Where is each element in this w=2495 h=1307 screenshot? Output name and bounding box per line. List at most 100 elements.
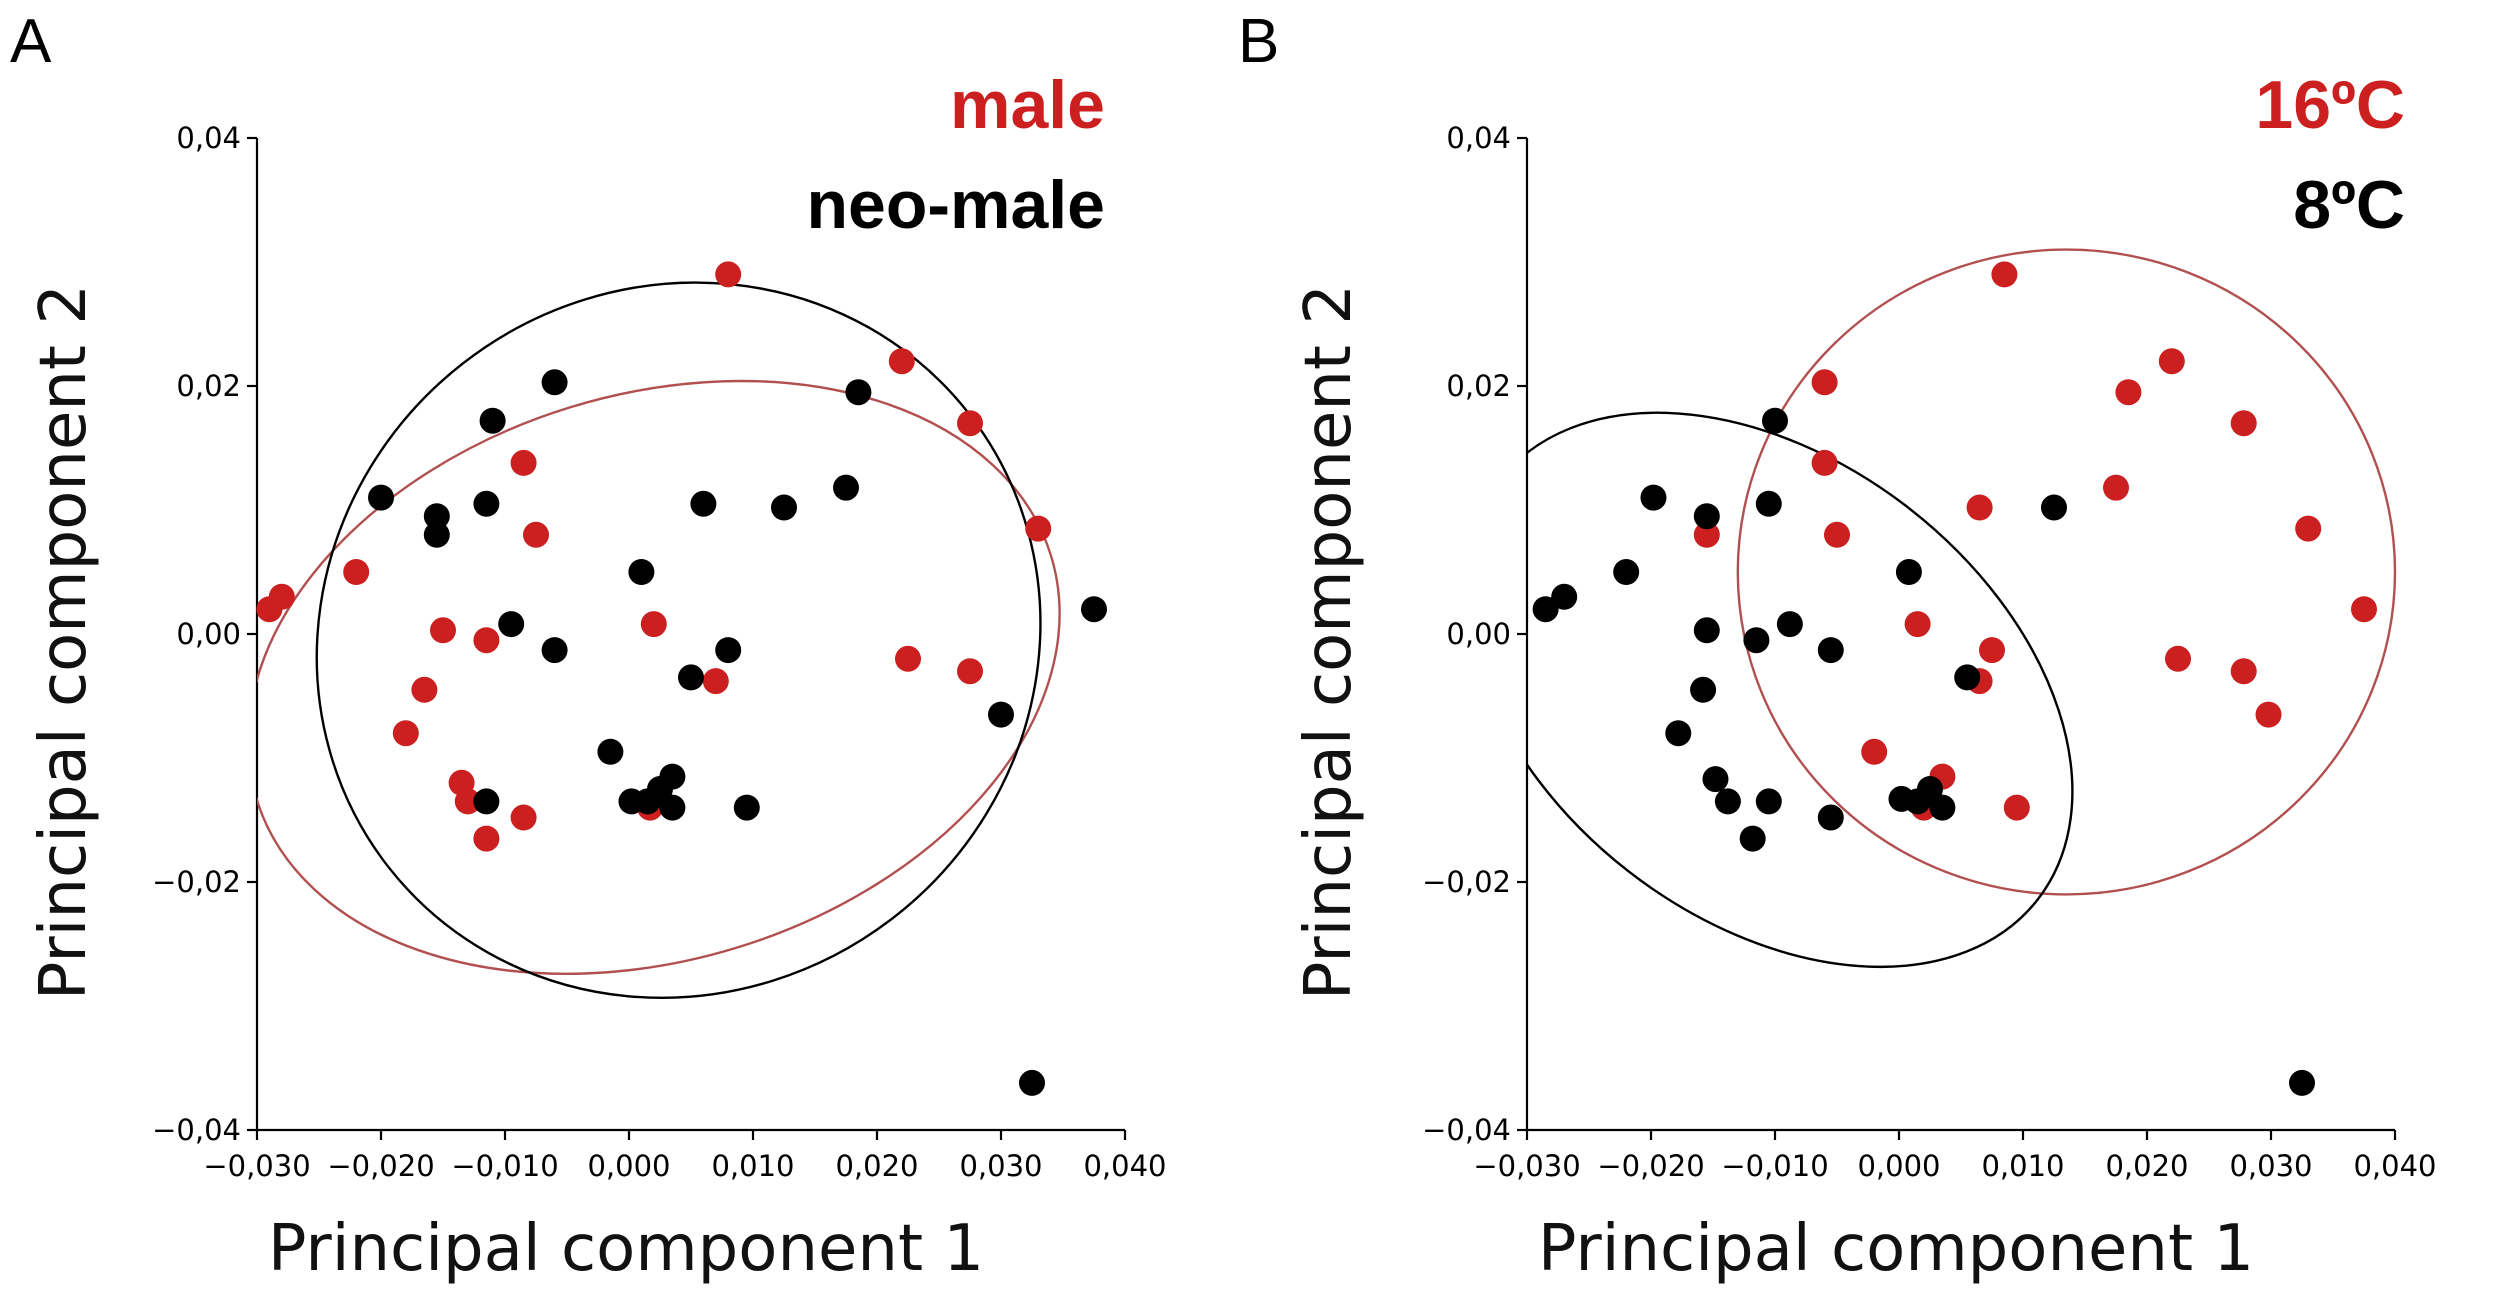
x-tick-label: 0,010 bbox=[1981, 1149, 2064, 1183]
data-point-8c bbox=[1693, 617, 1720, 644]
data-point-male bbox=[454, 788, 481, 815]
data-point-8c bbox=[1755, 490, 1782, 517]
data-point-male bbox=[430, 617, 456, 644]
x-tick-label: −0,010 bbox=[451, 1149, 558, 1183]
data-point-16c bbox=[1811, 449, 1838, 476]
ellipse-group bbox=[257, 281, 1061, 999]
data-point-neo-male bbox=[771, 494, 797, 521]
x-tick-label: −0,030 bbox=[203, 1149, 310, 1183]
data-point-16c bbox=[1693, 521, 1720, 548]
data-point-16c bbox=[2003, 794, 2030, 821]
data-point-16c bbox=[2158, 348, 2185, 375]
data-point-neo-male bbox=[423, 521, 450, 548]
data-point-16c bbox=[1991, 261, 2018, 288]
data-point-8c bbox=[1776, 611, 1803, 638]
data-point-8c bbox=[1702, 766, 1729, 793]
data-point-8c bbox=[2289, 1069, 2315, 1096]
data-point-neo-male bbox=[479, 407, 506, 434]
y-axis-title: Principal component 2 bbox=[1292, 284, 1366, 1000]
data-point-male bbox=[895, 645, 921, 672]
data-point-16c bbox=[2165, 645, 2191, 672]
data-point-male bbox=[268, 583, 295, 610]
x-tick-label: −0,020 bbox=[327, 1149, 434, 1183]
x-tick-label: 0,020 bbox=[835, 1149, 918, 1183]
data-point-neo-male bbox=[473, 490, 500, 517]
data-point-8c bbox=[1739, 825, 1766, 852]
data-point-16c bbox=[1824, 521, 1850, 548]
data-point-neo-male bbox=[678, 664, 704, 691]
x-axis-title: Principal component 1 bbox=[1538, 1212, 2254, 1286]
data-point-8c bbox=[1755, 788, 1782, 815]
data-point-8c bbox=[1743, 627, 1770, 654]
series-male bbox=[256, 261, 1052, 852]
data-point-neo-male bbox=[628, 559, 655, 585]
data-point-neo-male bbox=[541, 369, 568, 396]
x-tick-label: 0,040 bbox=[2353, 1149, 2436, 1183]
y-tick-label: −0,04 bbox=[152, 1113, 241, 1147]
data-point-8c bbox=[1693, 503, 1720, 530]
data-point-16c bbox=[1861, 738, 1888, 765]
x-tick-label: −0,030 bbox=[1473, 1149, 1580, 1183]
x-tick-label: 0,030 bbox=[959, 1149, 1042, 1183]
confidence-ellipse-8c bbox=[1527, 411, 2074, 969]
data-point-neo-male bbox=[988, 701, 1014, 728]
y-tick-label: −0,02 bbox=[1422, 865, 1511, 899]
data-point-male bbox=[640, 611, 667, 638]
data-point-neo-male bbox=[473, 788, 500, 815]
x-tick-label: 0,010 bbox=[711, 1149, 794, 1183]
data-point-8c bbox=[1762, 407, 1788, 434]
data-point-neo-male bbox=[423, 503, 450, 530]
data-point-8c bbox=[2041, 494, 2067, 521]
x-tick-label: −0,020 bbox=[1597, 1149, 1704, 1183]
panel-letter-a: A bbox=[10, 7, 52, 76]
x-tick-label: 0,020 bbox=[2105, 1149, 2188, 1183]
panel-a: A male neo-male Principal component 1 Pr… bbox=[10, 7, 1167, 1286]
data-point-16c bbox=[2230, 658, 2257, 685]
series-16c bbox=[1693, 261, 2377, 821]
data-point-male bbox=[510, 449, 537, 476]
confidence-ellipse-16c bbox=[1736, 248, 2397, 896]
data-point-16c bbox=[1966, 494, 1993, 521]
x-axis-title: Principal component 1 bbox=[268, 1212, 984, 1286]
data-point-8c bbox=[1690, 676, 1717, 703]
data-point-male bbox=[473, 825, 500, 852]
data-point-8c bbox=[1532, 596, 1559, 623]
data-point-16c bbox=[1904, 611, 1931, 638]
data-point-neo-male bbox=[498, 611, 525, 638]
data-point-16c bbox=[2230, 410, 2257, 437]
y-tick-label: 0,02 bbox=[1446, 369, 1511, 403]
panel-letter-b: B bbox=[1238, 7, 1279, 76]
data-point-male bbox=[473, 627, 500, 654]
data-point-male bbox=[957, 658, 983, 685]
data-point-neo-male bbox=[1081, 596, 1107, 623]
data-point-8c bbox=[1714, 788, 1741, 815]
legend-entry-neo-male: neo-male bbox=[806, 167, 1105, 243]
data-point-neo-male bbox=[597, 738, 624, 765]
series-neo-male bbox=[368, 369, 1107, 1096]
data-point-8c bbox=[1917, 776, 1943, 802]
data-point-16c bbox=[1811, 369, 1838, 396]
legend-entry-16c: 16ºC bbox=[2255, 67, 2405, 143]
y-tick-label: 0,00 bbox=[1446, 617, 1511, 651]
data-point-neo-male bbox=[845, 379, 872, 406]
data-point-16c bbox=[2115, 379, 2142, 406]
data-point-8c bbox=[1665, 720, 1692, 747]
data-point-8c bbox=[1817, 804, 1844, 831]
y-tick-label: 0,04 bbox=[1446, 121, 1511, 155]
data-point-neo-male bbox=[659, 794, 686, 821]
data-point-16c bbox=[2103, 474, 2129, 501]
confidence-ellipse-neo-male bbox=[315, 281, 1042, 999]
data-point-8c bbox=[1895, 559, 1922, 585]
panel-b: B 16ºC 8ºC Principal component 1 Princip… bbox=[1238, 7, 2437, 1286]
x-tick-label: 0,000 bbox=[1857, 1149, 1940, 1183]
data-point-8c bbox=[1613, 559, 1640, 585]
data-point-8c bbox=[1929, 794, 1956, 821]
data-point-8c bbox=[1817, 637, 1844, 664]
data-point-neo-male bbox=[690, 490, 717, 517]
y-tick-label: 0,00 bbox=[176, 617, 241, 651]
y-tick-label: −0,04 bbox=[1422, 1113, 1511, 1147]
data-point-8c bbox=[1640, 484, 1667, 511]
legend-entry-male: male bbox=[950, 67, 1105, 143]
data-point-male bbox=[715, 261, 742, 288]
